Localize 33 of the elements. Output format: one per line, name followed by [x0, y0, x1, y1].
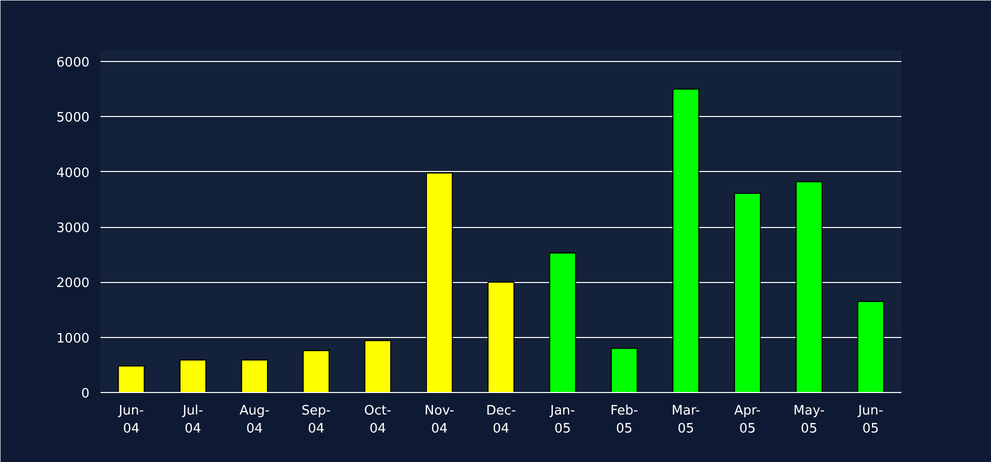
bar — [302, 350, 330, 392]
x-tick-label: Apr-05 — [734, 404, 761, 436]
bar — [672, 88, 700, 392]
y-tick-label: 2000 — [56, 276, 90, 292]
x-tick-label: Mar-05 — [672, 404, 700, 436]
bar — [796, 181, 823, 392]
bar — [610, 348, 638, 392]
x-tick-label: Sep-04 — [302, 404, 332, 436]
x-tick-label: Dec-04 — [486, 404, 516, 436]
y-tick-label: 1000 — [56, 331, 90, 346]
bar — [179, 359, 206, 392]
y-tick-label: 5000 — [56, 110, 90, 126]
bar — [426, 172, 453, 392]
x-tick-label: Oct-04 — [364, 404, 392, 436]
bar — [488, 282, 514, 392]
x-tick-label: Jun-04 — [118, 404, 144, 436]
x-tick-label: Jan-05 — [549, 404, 576, 436]
bar — [857, 300, 884, 392]
x-tick-label: Aug-04 — [240, 404, 270, 436]
x-tick-label: Nov-04 — [424, 404, 455, 436]
x-tick-label: Jul-04 — [182, 404, 204, 436]
bar — [241, 359, 268, 392]
y-tick-label: 6000 — [56, 56, 90, 71]
bar — [118, 366, 145, 392]
y-tick-label: 3000 — [56, 221, 90, 236]
bar — [734, 192, 761, 392]
x-tick-label: Jun-05 — [857, 404, 884, 436]
bar — [364, 340, 392, 392]
x-tick-label: Feb-05 — [610, 404, 638, 436]
y-tick-label: 4000 — [56, 166, 90, 181]
x-tick-label: May-05 — [793, 404, 826, 436]
y-tick-label: 0 — [81, 386, 90, 402]
bar — [549, 252, 576, 392]
